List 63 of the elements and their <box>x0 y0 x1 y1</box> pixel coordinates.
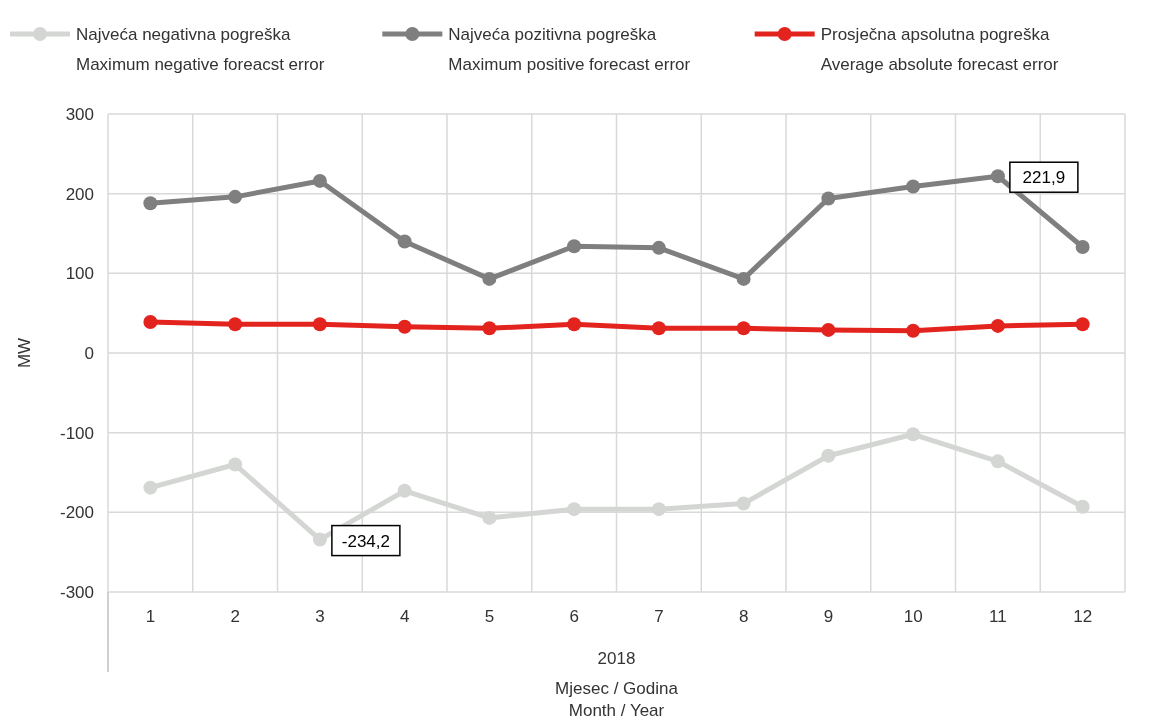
data-label: 221,9 <box>1022 168 1066 188</box>
x-tick-label: 4 <box>399 607 410 626</box>
x-tick-label: 12 <box>1073 607 1093 626</box>
point <box>228 189 243 204</box>
point <box>1075 240 1090 255</box>
point <box>736 496 751 511</box>
point <box>651 502 666 517</box>
point <box>990 169 1005 184</box>
x-axis-title: Mjesec / Godina Month / Year <box>555 679 679 720</box>
point <box>990 454 1005 469</box>
point <box>567 317 582 332</box>
text: 2018 <box>597 649 636 668</box>
point <box>821 322 836 337</box>
y-tick-label: -100 <box>59 423 94 443</box>
point <box>397 483 412 498</box>
point <box>482 321 497 336</box>
point <box>228 457 243 472</box>
point <box>1075 499 1090 514</box>
point <box>1075 317 1090 332</box>
y-tick-label: 200 <box>65 184 94 204</box>
x-tick-label: 2 <box>230 607 240 626</box>
point <box>906 323 921 338</box>
y-tick-label: 0 <box>84 344 94 363</box>
point <box>906 427 921 442</box>
x-tick-label: 7 <box>654 607 664 626</box>
y-tick-label: -200 <box>59 503 94 523</box>
point <box>821 191 836 206</box>
y-tick-label: -300 <box>59 583 94 602</box>
x-tick-label: 5 <box>484 607 495 626</box>
point <box>143 314 158 329</box>
legend-label: Najveća pozitivna pogreška Maximum positive forecast error <box>448 25 691 74</box>
point <box>228 317 243 332</box>
x-tick-label: 11 <box>989 607 1007 626</box>
legend-label: Najveća negativna pogreška Maximum negative foreacst error <box>76 25 325 74</box>
point <box>397 234 412 249</box>
y-axis-title: MW <box>15 337 34 369</box>
point <box>312 317 327 332</box>
point <box>906 179 921 194</box>
x-tick-label: 6 <box>569 607 579 626</box>
point <box>736 321 751 336</box>
y-tick-label: 100 <box>65 264 94 284</box>
point <box>567 502 582 517</box>
point <box>397 319 412 334</box>
point <box>821 448 836 463</box>
point <box>312 532 327 547</box>
x-tick-label: 10 <box>903 607 923 626</box>
x-tick-label: 3 <box>315 607 325 626</box>
legend-label: Prosječna apsolutna pogreška Average absolute forecast error <box>820 25 1059 74</box>
data-label: -234,2 <box>341 531 390 551</box>
point <box>736 271 751 286</box>
y-tick-label: 300 <box>65 105 94 124</box>
x-tick-label: 8 <box>738 607 749 626</box>
point <box>482 271 497 286</box>
point <box>651 240 666 255</box>
point <box>143 480 158 495</box>
point <box>143 196 158 211</box>
x-tick-label: 1 <box>145 607 156 626</box>
x-tick-label: 9 <box>823 607 834 626</box>
point <box>312 173 327 188</box>
point <box>990 318 1005 333</box>
point <box>482 510 497 525</box>
point <box>651 321 666 336</box>
point <box>567 239 582 254</box>
